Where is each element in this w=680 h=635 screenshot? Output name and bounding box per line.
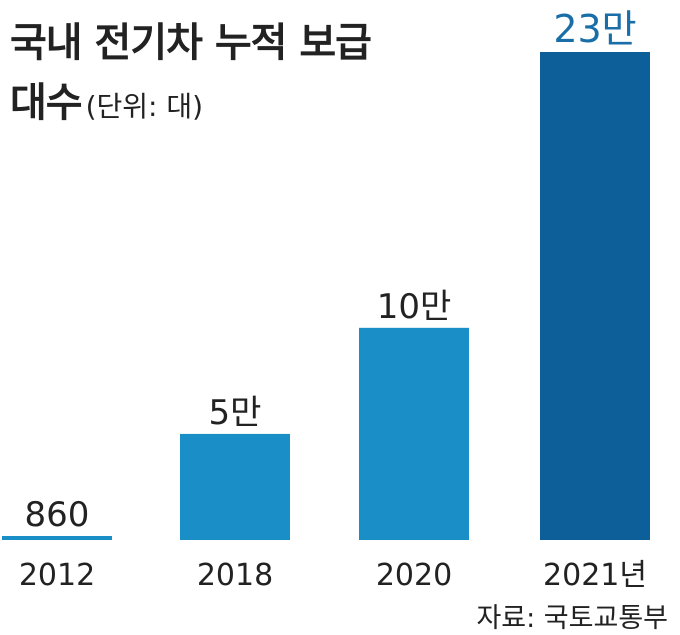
x-tick-label-2020: 2020 <box>376 558 452 593</box>
value-label-2018: 5만 <box>209 393 262 433</box>
value-label-2020: 10만 <box>377 287 452 327</box>
chart-title-line2: 대수 (단위: 대) <box>10 70 203 128</box>
value-label-2012: 860 <box>25 495 90 535</box>
x-tick-label-2021년: 2021년 <box>543 558 647 593</box>
unit-note: (단위: 대) <box>85 90 204 123</box>
bar-2018 <box>180 433 290 540</box>
x-tick-label-2012: 2012 <box>19 558 95 593</box>
x-tick-label-2018: 2018 <box>197 558 273 593</box>
source-note: 자료: 국토교통부 <box>476 603 668 634</box>
chart-title-continued: 대수 <box>10 80 83 126</box>
bar-2020 <box>359 327 469 540</box>
value-label-2021년: 23만 <box>553 7 636 51</box>
chart-title: 국내 전기차 누적 보급 <box>10 20 372 66</box>
bar-2021년 <box>540 52 650 540</box>
bar-2012 <box>2 536 112 540</box>
